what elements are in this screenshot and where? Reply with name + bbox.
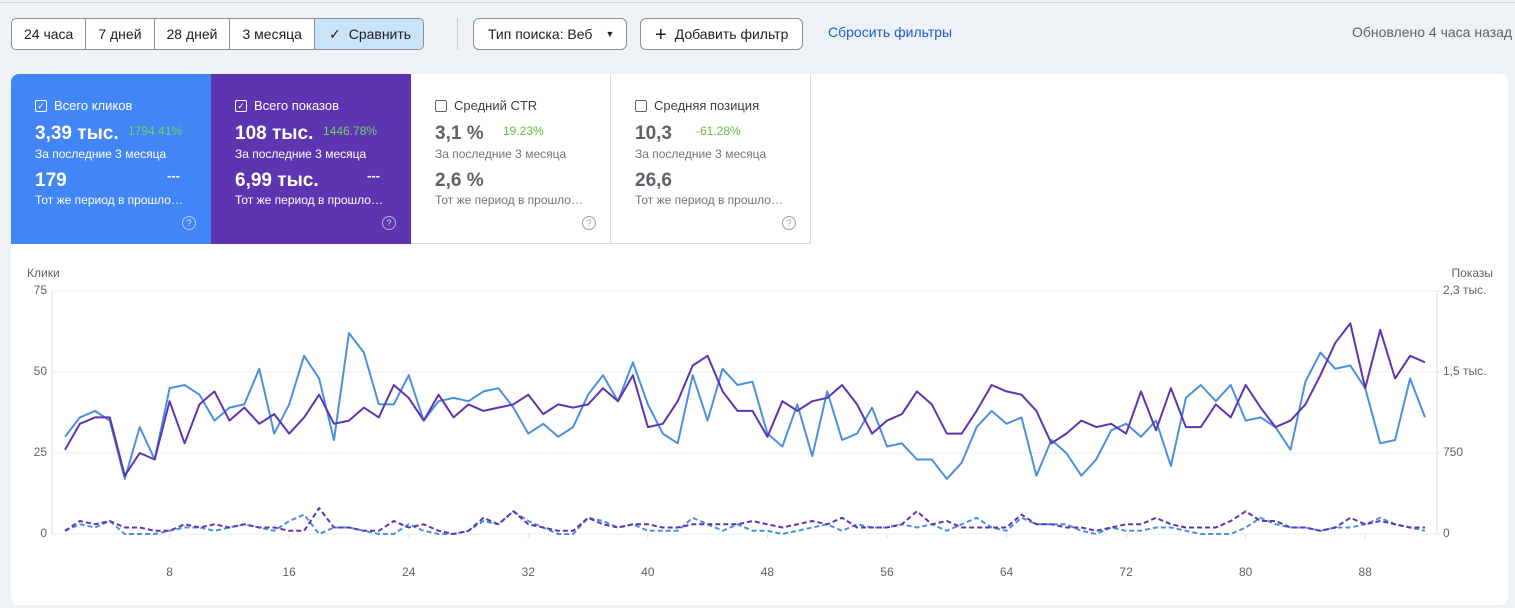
period-selector: 24 часа 7 дней 28 дней 3 месяца ✓ Сравнит… [11, 18, 425, 50]
add-filter-button[interactable]: + Добавить фильтр [640, 18, 804, 50]
x-tick-label: 48 [761, 565, 775, 579]
checkbox[interactable]: ✓ [235, 100, 247, 112]
x-tick-label: 80 [1239, 565, 1253, 579]
search-type-dropdown[interactable]: Тип поиска: Веб ▼ [473, 18, 628, 50]
period-button[interactable]: 7 дней [86, 19, 155, 49]
metric-change: 19.23% [503, 124, 544, 138]
previous-value: 6,99 тыс. [235, 170, 319, 191]
x-tick-label: 64 [1000, 565, 1014, 579]
compare-button[interactable]: ✓ Сравнить [314, 19, 424, 49]
previous-period-line [64, 510, 1426, 535]
help-icon[interactable]: ? [382, 216, 396, 230]
reset-filters-link[interactable]: Сбросить фильтры [828, 24, 953, 40]
y-tick-label: 75 [34, 283, 48, 297]
dropdown-arrow: ▼ [605, 29, 615, 39]
x-tick-label: 72 [1119, 565, 1133, 579]
metric-label-row: Средний CTR [435, 98, 537, 113]
metric-value: 3,1 % [435, 123, 484, 144]
metric-label-row: Всего кликов [35, 98, 132, 113]
metric-value: 3,39 тыс. [35, 123, 119, 144]
metric-change: 1446.78% [323, 124, 378, 138]
series-line [64, 322, 1426, 477]
checkbox[interactable]: ✓ [35, 100, 47, 112]
x-tick-label: 40 [641, 565, 655, 579]
y2-tick-label: 1,5 тыс. [1443, 364, 1486, 378]
y-tick-label: 0 [40, 526, 47, 540]
checkbox[interactable] [635, 100, 647, 112]
y-axis-title: Клики [27, 266, 60, 280]
metric-card[interactable]: ✓ Всего кликов 3,39 тыс. 1794.41% За последн… [11, 74, 211, 244]
metric-card[interactable]: Средняя позиция 10,3 -61.28% За последние 3… [611, 74, 811, 244]
check-icon: ✓ [328, 26, 341, 42]
metric-value: 10,3 [635, 123, 672, 144]
metric-change: -61.28% [696, 124, 741, 138]
y2-axis-title: Показы [1452, 266, 1493, 280]
add-filter-label: Добавить фильтр [674, 26, 789, 42]
x-tick-label: 8 [166, 565, 173, 579]
metric-label: Всего кликов [54, 98, 133, 113]
metric-card[interactable]: ✓ Всего показов 108 тыс. 1446.78% За последн… [211, 74, 411, 244]
checkbox[interactable] [435, 100, 447, 112]
metric-label: Всего показов [254, 98, 339, 113]
metric-value: 108 тыс. [235, 123, 314, 144]
performance-panel: ✓ Всего кликов 3,39 тыс. 1794.41% За последн… [11, 74, 1508, 605]
divider [0, 2, 1515, 3]
previous-value: 2,6 % [435, 170, 484, 191]
previous-change: --- [367, 168, 380, 183]
period-button[interactable]: 3 месяца [230, 19, 315, 49]
x-tick-label: 24 [402, 565, 416, 579]
previous-value: 26,6 [635, 170, 672, 191]
previous-value: 179 [35, 170, 67, 191]
period-button[interactable]: 24 часа [12, 19, 87, 49]
y2-tick-label: 2,3 тыс. [1443, 283, 1486, 297]
metric-label: Средний CTR [454, 98, 538, 113]
x-tick-label: 88 [1359, 565, 1373, 579]
y-tick-label: 50 [34, 364, 48, 378]
help-icon[interactable]: ? [782, 216, 796, 230]
search-type-label: Тип поиска: Веб [488, 26, 593, 42]
help-icon[interactable]: ? [182, 216, 196, 230]
previous-period-line [64, 507, 1425, 535]
metric-change: 1794.41% [128, 124, 183, 138]
metric-label: Средняя позиция [654, 98, 760, 113]
compare-label: Сравнить [348, 26, 412, 42]
metric-card[interactable]: Средний CTR 3,1 % 19.23% За последние 3 мес… [411, 74, 611, 244]
series-line [64, 332, 1426, 480]
plus-icon: + [655, 24, 667, 46]
y2-tick-label: 0 [1443, 526, 1450, 540]
x-tick-label: 56 [880, 565, 894, 579]
y-tick-label: 25 [34, 445, 48, 459]
separator [457, 18, 458, 50]
period-button[interactable]: 28 дней [155, 19, 231, 49]
updated-note: Обновлено 4 часа назад [1352, 24, 1513, 40]
metric-label-row: Средняя позиция [635, 98, 759, 113]
x-tick-label: 16 [282, 565, 296, 579]
previous-change: --- [167, 168, 180, 183]
help-icon[interactable]: ? [582, 216, 596, 230]
x-tick-label: 32 [522, 565, 536, 579]
metric-label-row: Всего показов [235, 98, 339, 113]
y2-tick-label: 750 [1443, 445, 1463, 459]
